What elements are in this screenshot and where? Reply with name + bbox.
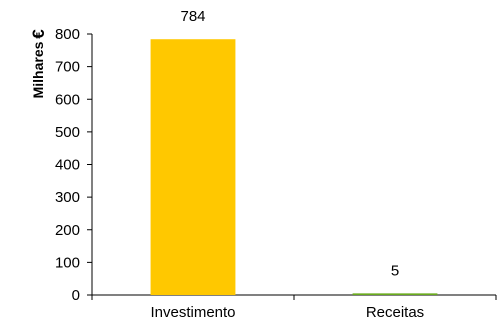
category-label: Receitas	[366, 304, 424, 321]
category-label: Investimento	[150, 304, 235, 321]
category-labels: Investimento Receitas	[150, 304, 424, 321]
data-label: 784	[180, 8, 205, 25]
y-tick-label: 400	[55, 157, 80, 174]
y-axis-title: Milhares €	[29, 29, 48, 99]
y-tick-label: 700	[55, 59, 80, 76]
bars	[150, 39, 438, 295]
y-tick-label: 600	[55, 91, 80, 108]
y-axis-label: Milhares	[30, 41, 46, 98]
y-tick-label: 500	[55, 124, 80, 141]
y-axis: 0 100 200 300 400 500 600 700 800	[55, 26, 93, 304]
y-tick-label: 800	[55, 26, 80, 43]
y-tick-label: 300	[55, 189, 80, 206]
x-axis	[91, 294, 497, 300]
y-tick-label: 0	[72, 287, 80, 304]
y-tick-label: 100	[55, 254, 80, 271]
y-axis-unit: €	[29, 29, 48, 39]
y-tick-label: 200	[55, 222, 80, 239]
data-label: 5	[391, 262, 399, 279]
data-labels: 784 5	[180, 8, 399, 279]
bar	[352, 293, 438, 295]
bar	[150, 39, 236, 295]
